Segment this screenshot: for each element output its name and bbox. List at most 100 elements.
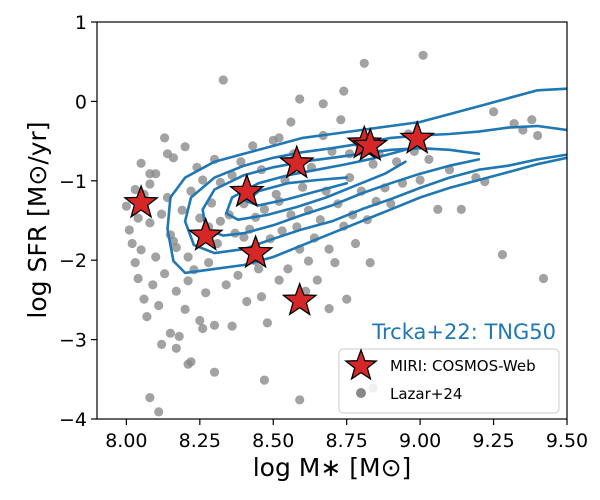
- legend-label-lazar: Lazar+24: [390, 385, 462, 403]
- lazar-point: [262, 318, 272, 328]
- y-tick-label: 1: [75, 12, 87, 34]
- lazar-point: [145, 393, 155, 403]
- miri-star: [278, 144, 315, 179]
- lazar-point: [274, 133, 284, 143]
- lazar-point: [433, 204, 443, 214]
- miri-star: [399, 119, 436, 155]
- lazar-point: [130, 258, 140, 268]
- lazar-point: [345, 173, 355, 183]
- lazar-point: [339, 86, 349, 96]
- lazar-point: [154, 407, 164, 417]
- x-tick-label: 8.25: [179, 430, 221, 452]
- lazar-point: [133, 213, 143, 223]
- lazar-point: [221, 280, 231, 290]
- lazar-point: [386, 199, 396, 209]
- lazar-point: [303, 256, 314, 266]
- lazar-point: [324, 304, 334, 314]
- x-tick-label: 8.00: [105, 430, 147, 452]
- lazar-point: [286, 117, 296, 127]
- lazar-point: [368, 159, 378, 169]
- lazar-point: [154, 300, 164, 311]
- contour-line: [166, 87, 567, 275]
- lazar-point: [350, 238, 361, 249]
- lazar-point: [295, 395, 305, 405]
- lazar-point: [180, 304, 190, 314]
- lazar-point: [277, 226, 287, 236]
- lazar-point: [157, 339, 167, 349]
- lazar-point: [145, 169, 155, 179]
- y-tick-label: −4: [59, 409, 87, 431]
- miri-star: [281, 281, 318, 316]
- lazar-point: [489, 107, 499, 117]
- x-axis-ticks: 8.00 8.25 8.50 8.75 9.00 9.25 9.50: [105, 419, 588, 452]
- legend-label-miri: MIRI: COSMOS-Web: [390, 357, 536, 375]
- lazar-point: [195, 315, 205, 326]
- lazar-point: [127, 238, 137, 249]
- lazar-point: [274, 275, 284, 285]
- y-tick-label: −3: [59, 330, 87, 352]
- lazar-point: [239, 232, 249, 242]
- miri-star: [352, 126, 389, 162]
- lazar-point: [174, 331, 184, 341]
- x-axis-label: log M∗ [M⊙]: [253, 453, 412, 482]
- lazar-point: [145, 218, 155, 228]
- lazar-point: [254, 264, 264, 274]
- miri-points: [123, 119, 436, 316]
- lazar-point: [209, 320, 220, 330]
- lazar-point: [256, 292, 267, 302]
- lazar-point: [177, 205, 187, 215]
- lazar-point: [365, 258, 375, 268]
- lazar-point: [204, 258, 214, 268]
- lazar-point: [124, 225, 134, 235]
- x-tick-label: 9.00: [399, 430, 441, 452]
- lazar-point: [242, 296, 252, 307]
- lazar-point: [133, 273, 143, 284]
- lazar-point: [171, 343, 181, 353]
- lazar-point: [248, 141, 258, 151]
- lazar-point: [160, 269, 170, 279]
- lazar-point: [336, 115, 346, 125]
- y-axis-ticks: 1 0 −1 −2 −3 −4: [59, 12, 97, 431]
- model-annotation: Trcka+22: TNG50: [371, 320, 556, 344]
- lazar-point: [186, 186, 196, 196]
- lazar-point: [533, 130, 543, 141]
- lazar-point: [201, 288, 211, 298]
- legend-box: [338, 348, 560, 414]
- lazar-point: [142, 312, 152, 322]
- y-tick-label: −1: [59, 171, 87, 193]
- lazar-point: [259, 204, 269, 214]
- contour-line: [224, 148, 407, 221]
- lazar-point: [160, 133, 170, 143]
- y-tick-label: −2: [59, 250, 87, 272]
- lazar-point: [295, 94, 305, 104]
- x-tick-label: 9.25: [472, 430, 514, 452]
- x-tick-label: 9.50: [546, 430, 588, 452]
- lazar-point: [218, 75, 228, 85]
- lazar-point: [359, 58, 369, 68]
- lazar-point: [139, 294, 149, 304]
- lazar-point: [233, 270, 243, 280]
- lazar-point: [298, 182, 308, 192]
- lazar-point: [145, 179, 155, 189]
- lazar-point: [456, 204, 466, 214]
- lazar-point: [236, 157, 246, 167]
- x-tick-label: 8.75: [326, 430, 368, 452]
- contour-line: [245, 176, 349, 207]
- lazar-point: [198, 323, 208, 334]
- miri-star: [187, 216, 224, 251]
- lazar-point: [415, 175, 425, 185]
- lazar-point: [136, 245, 146, 255]
- lazar-point: [183, 276, 193, 286]
- miri-star: [237, 234, 274, 269]
- lazar-point: [418, 50, 428, 60]
- lazar-point: [315, 215, 325, 225]
- lazar-point: [183, 252, 193, 262]
- lazar-point: [198, 175, 208, 185]
- lazar-point: [312, 275, 322, 285]
- lazar-point: [259, 375, 269, 385]
- lazar-point: [227, 170, 237, 180]
- lazar-point: [130, 184, 140, 195]
- lazar-point: [165, 328, 175, 338]
- lazar-point: [215, 216, 225, 226]
